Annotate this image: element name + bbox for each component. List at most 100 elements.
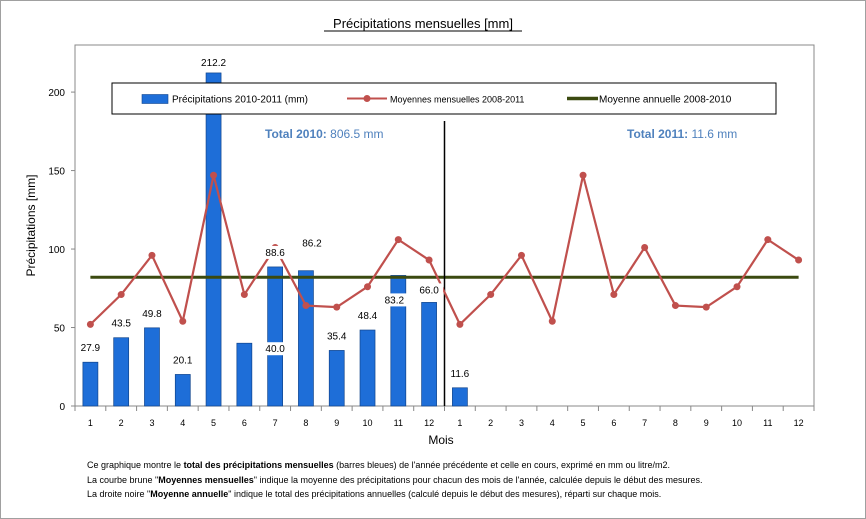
legend-line-marker <box>363 95 371 102</box>
total-label-1: Total 2010: 806.5 mm <box>265 127 384 141</box>
legend-bar-label: Précipitations 2010-2011 (mm) <box>172 95 308 106</box>
y-axis-label: Précipitations [mm] <box>24 174 38 276</box>
total-label-text: Total 2010: <box>265 127 330 141</box>
x-tick-label: 11 <box>394 418 403 428</box>
bar <box>144 327 160 407</box>
x-tick-label: 10 <box>363 418 373 428</box>
x-axis-label: Mois <box>428 433 453 447</box>
monthly-mean-point <box>333 303 341 311</box>
x-tick-label: 7 <box>642 418 647 428</box>
bar <box>359 329 376 407</box>
legend-bar-swatch <box>141 94 169 104</box>
total-value: 11.6 mm <box>691 127 737 141</box>
x-tick-label: 5 <box>581 418 586 428</box>
bar-label-bg <box>168 353 197 367</box>
bar-label-bg <box>415 283 444 297</box>
chart-title: Précipitations mensuelles [mm] <box>333 16 513 31</box>
monthly-mean-point <box>795 256 803 264</box>
x-tick-label: 11 <box>763 418 772 428</box>
x-tick-label: 1 <box>457 418 462 428</box>
bar-label: 83.2 <box>385 295 405 306</box>
bar <box>452 387 468 407</box>
bar-label: 66.0 <box>419 285 439 296</box>
x-tick-label: 8 <box>303 418 308 428</box>
bar-label: 20.1 <box>173 355 193 366</box>
bar <box>390 275 407 407</box>
monthly-mean-point <box>702 303 710 311</box>
bar <box>267 266 283 407</box>
bar-label-bg <box>107 316 136 330</box>
monthly-mean-point <box>517 251 525 259</box>
x-tick-label: 8 <box>673 418 678 428</box>
bar <box>82 361 99 407</box>
bar-label-bg <box>353 309 382 323</box>
total-label-text: Total 2011: <box>627 127 691 141</box>
bar-label-bg <box>137 306 166 320</box>
monthly-mean-point <box>302 302 310 310</box>
monthly-mean-point <box>86 320 94 328</box>
monthly-mean-line <box>89 174 800 327</box>
bar-label-bg <box>262 342 289 356</box>
x-tick-label: 9 <box>704 418 709 428</box>
bar-label: 212.2 <box>201 58 226 69</box>
x-tick-label: 7 <box>273 418 278 428</box>
bar-label-bg <box>445 366 474 380</box>
bar-label: 27.9 <box>81 343 101 354</box>
note-line-1: Ce graphique montre le total des précipi… <box>87 460 670 470</box>
x-tick-label: 2 <box>119 418 124 428</box>
bar-label-bg <box>76 341 105 355</box>
bar-label: 35.4 <box>327 331 347 342</box>
y-tick-label: 200 <box>48 88 65 99</box>
monthly-mean-point <box>764 236 772 244</box>
note-1-text-a: Ce graphique montre le <box>87 460 184 470</box>
legend-box <box>111 82 777 115</box>
note-1-text-bold: total des précipitations mensuelles <box>183 460 334 470</box>
bar <box>113 337 130 407</box>
monthly-mean-point <box>240 291 248 299</box>
bar-label-bg <box>261 245 290 259</box>
x-tick-label: 3 <box>519 418 524 428</box>
x-tick-label: 4 <box>180 418 185 428</box>
bar <box>421 302 437 407</box>
monthly-mean-point <box>671 302 679 310</box>
note-3-text-c: " indique le total des précipitations an… <box>228 489 662 499</box>
bar <box>328 350 345 407</box>
monthly-mean-point <box>610 291 618 299</box>
monthly-mean-point <box>394 236 402 244</box>
monthly-mean-point <box>487 291 495 299</box>
monthly-mean-point <box>179 317 187 325</box>
bar-label-bg <box>297 236 326 250</box>
x-tick-label: 10 <box>732 418 742 428</box>
legend-line-label: Moyennes mensuelles 2008-2011 <box>390 95 524 105</box>
x-tick-label: 6 <box>611 418 616 428</box>
total-value: 806.5 mm <box>330 127 383 141</box>
x-tick-label: 1 <box>88 418 93 428</box>
bar-label-bg <box>196 55 231 69</box>
monthly-mean-point <box>364 283 372 291</box>
note-2-text-c: " indique la moyenne des précipitations … <box>253 475 703 485</box>
note-3-text-a: La droite noire " <box>87 489 151 499</box>
legend-hline-label: Moyenne annuelle 2008-2010 <box>599 95 732 106</box>
monthly-mean-point <box>117 291 125 299</box>
monthly-mean-point <box>425 256 433 264</box>
x-tick-label: 12 <box>794 418 804 428</box>
x-tick-label: 2 <box>488 418 493 428</box>
note-2-text-a: La courbe brune " <box>87 475 159 485</box>
monthly-mean-point <box>733 283 741 291</box>
note-line-3: La droite noire "Moyenne annuelle" indiq… <box>87 489 661 499</box>
y-tick-label: 100 <box>48 245 65 256</box>
x-tick-label: 12 <box>424 418 434 428</box>
y-tick-label: 150 <box>48 167 65 178</box>
bar-label: 49.8 <box>142 309 162 320</box>
x-tick-label: 3 <box>149 418 154 428</box>
bar <box>174 374 191 407</box>
x-tick-label: 9 <box>334 418 339 428</box>
monthly-mean-point <box>210 171 218 179</box>
bar-label-bg <box>380 293 409 307</box>
monthly-mean-point <box>579 171 587 179</box>
monthly-mean-point <box>641 243 649 251</box>
bar <box>236 342 253 407</box>
total-label-2: Total 2011: 11.6 mm <box>627 127 737 141</box>
